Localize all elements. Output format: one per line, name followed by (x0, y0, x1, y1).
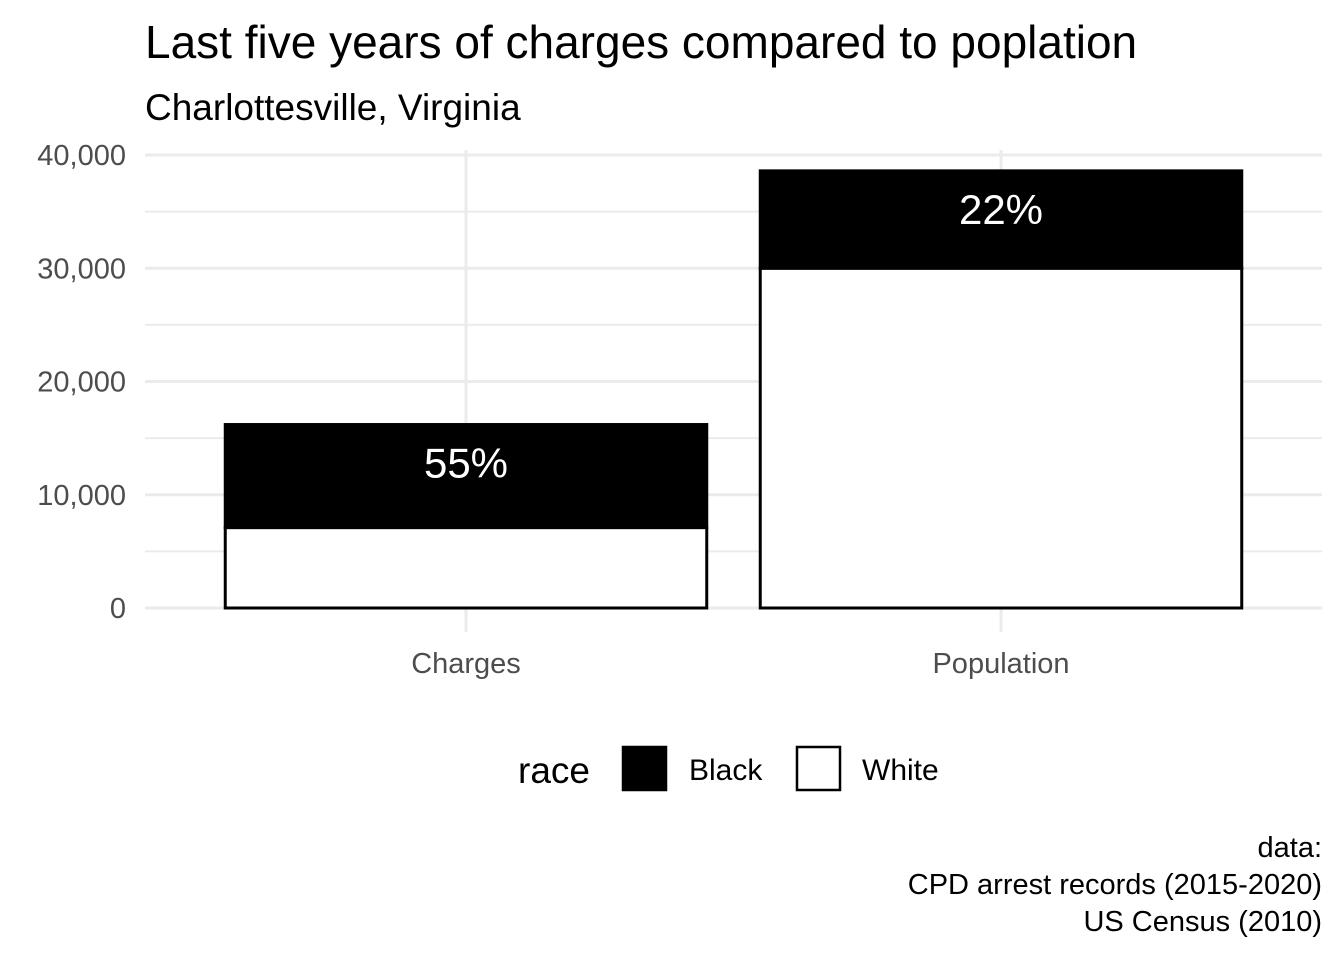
bar-label-charges: 55% (424, 440, 508, 487)
bar-label-population: 22% (959, 186, 1043, 233)
y-tick-label: 20,000 (37, 367, 126, 399)
legend: race Black White (518, 745, 939, 792)
legend-title: race (518, 750, 590, 791)
y-tick-label: 10,000 (37, 480, 126, 512)
chart-subtitle: Charlottesville, Virginia (145, 87, 521, 128)
x-tick-label: Charges (411, 648, 521, 680)
bar-black-population (758, 169, 1244, 270)
y-tick-label: 30,000 (37, 253, 126, 285)
caption-line-2: CPD arrest records (2015-2020) (908, 869, 1322, 901)
bar-black-charges (223, 423, 709, 530)
bars (223, 169, 1244, 610)
y-axis: 0 10,000 20,000 30,000 40,000 (37, 140, 126, 625)
x-tick-label: Population (932, 648, 1069, 680)
bar-white-charges (223, 526, 709, 610)
legend-key-white (795, 745, 842, 792)
y-tick-label: 0 (110, 593, 126, 625)
y-tick-label: 40,000 (37, 140, 126, 172)
caption: data: CPD arrest records (2015-2020) US … (908, 832, 1322, 938)
legend-label-white: White (862, 754, 939, 787)
bar-labels: 55% 22% (424, 186, 1043, 487)
caption-line-1: data: (1258, 832, 1323, 864)
bar-white-population (758, 266, 1244, 610)
caption-line-3: US Census (2010) (1083, 906, 1322, 938)
x-axis: Charges Population (411, 648, 1069, 680)
legend-label-black: Black (689, 754, 763, 787)
chart-title: Last five years of charges compared to p… (145, 16, 1137, 68)
legend-key-black (621, 745, 668, 792)
